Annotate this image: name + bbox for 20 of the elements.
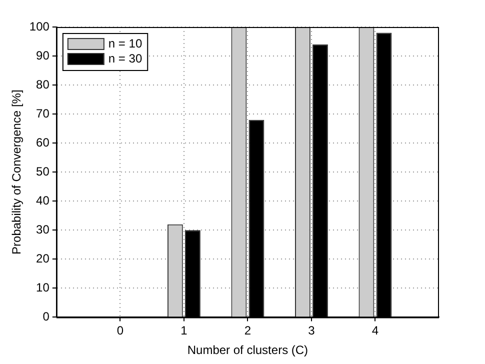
y-tick-label: 20 [36, 251, 50, 266]
y-tick-label: 10 [36, 280, 50, 294]
y-tick-label: 80 [36, 77, 50, 92]
y-tick-label: 50 [36, 164, 50, 178]
x-tick-label: 3 [308, 324, 316, 338]
legend-label: n = 10 [108, 36, 142, 50]
y-tick-label: 0 [42, 310, 50, 324]
x-tick-label: 0 [116, 324, 124, 338]
y-tick-label: 90 [36, 48, 50, 62]
x-axis-title: Number of clusters (C) [187, 343, 308, 358]
y-tick-label: 30 [36, 222, 50, 236]
x-tick-label: 2 [244, 324, 252, 338]
y-tick-label: 70 [36, 106, 50, 120]
y-axis-title: Probability of Convergence [%] [10, 90, 24, 254]
x-tick-label: 1 [180, 324, 188, 338]
y-tick-label: 100 [29, 19, 50, 34]
legend-label: n = 30 [108, 51, 142, 66]
y-tick-label: 40 [36, 193, 50, 208]
y-tick-label: 60 [36, 135, 50, 150]
x-tick-label: 4 [372, 324, 379, 338]
